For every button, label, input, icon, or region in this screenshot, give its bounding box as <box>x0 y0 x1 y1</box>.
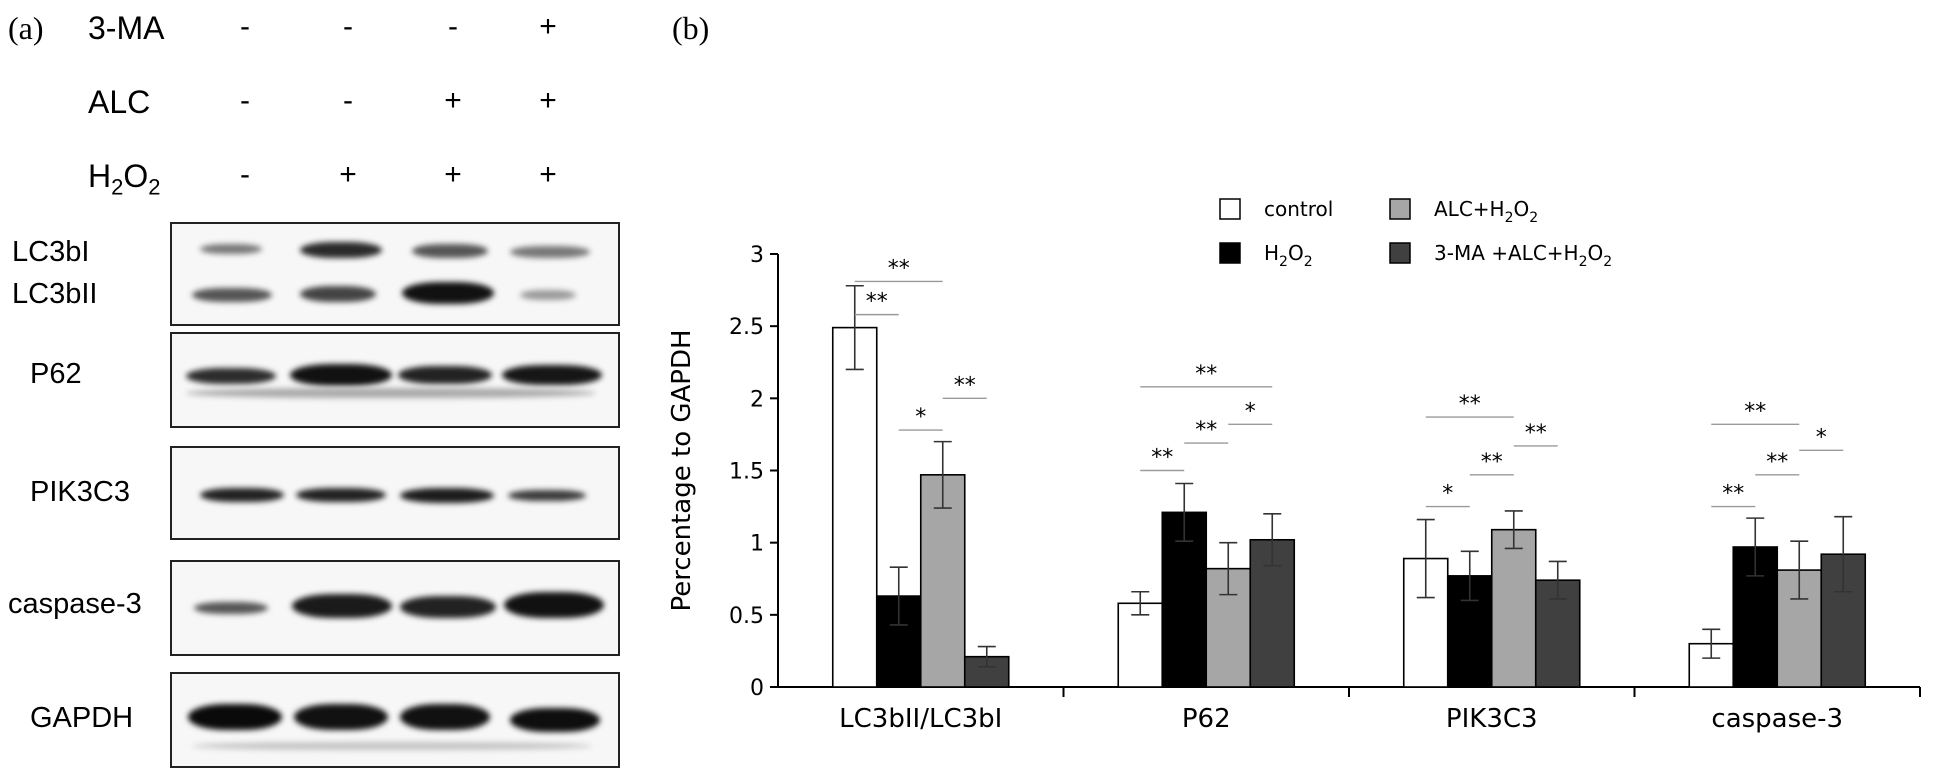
blot-pik3c3 <box>170 446 620 540</box>
sign: + <box>444 158 462 191</box>
panel-a-label: (a) <box>8 10 44 46</box>
x-tick-label: caspase-3 <box>1711 704 1843 734</box>
blot-label-pik3c3: PIK3C3 <box>30 476 130 508</box>
x-tick-label: P62 <box>1182 704 1231 734</box>
blot-p62 <box>170 332 620 428</box>
condition-3ma-label: 3-MA <box>88 10 165 46</box>
legend-label: H2O2 <box>1264 241 1313 270</box>
sign: - <box>343 10 353 43</box>
blot-lc3b <box>170 222 620 326</box>
legend-label: control <box>1264 197 1333 221</box>
significance-label: ** <box>1722 482 1744 507</box>
legend-swatch <box>1219 242 1241 264</box>
sign: + <box>539 10 557 43</box>
blot-label-gapdh: GAPDH <box>30 702 134 734</box>
blot-label-p62: P62 <box>30 358 82 390</box>
y-axis-label: Percentage to GAPDH <box>667 329 697 611</box>
bar <box>1117 602 1164 688</box>
y-tick-label: 2.5 <box>729 315 764 340</box>
condition-alc-label: ALC <box>88 84 151 120</box>
panel-b-label: (b) <box>672 10 710 46</box>
bar <box>919 474 966 688</box>
bar <box>831 326 878 688</box>
y-tick-label: 0 <box>750 676 764 701</box>
y-tick-label: 1 <box>750 532 764 557</box>
significance-label: ** <box>1744 399 1766 424</box>
sign: + <box>539 84 557 117</box>
significance-label: * <box>1816 425 1827 450</box>
significance-label: ** <box>1766 450 1788 475</box>
significance-label: ** <box>1481 450 1503 475</box>
significance-label: ** <box>1195 362 1217 387</box>
sign: - <box>343 84 353 117</box>
sign: + <box>444 84 462 117</box>
blot-label-lc3bii: LC3bII <box>12 278 98 310</box>
y-tick-label: 2 <box>750 387 764 412</box>
blot-label-lc3bi: LC3bI <box>12 236 90 268</box>
blot-gapdh <box>170 672 620 768</box>
significance-label: * <box>1245 399 1256 424</box>
significance-label: * <box>1442 482 1453 507</box>
sign: - <box>240 10 250 43</box>
legend-swatch <box>1389 198 1411 220</box>
blot-label-caspase3: caspase-3 <box>8 588 142 620</box>
y-tick-label: 3 <box>750 243 764 268</box>
legend-label: 3-MA +ALC+H2O2 <box>1434 241 1612 270</box>
y-tick-label: 1.5 <box>729 460 764 485</box>
legend-swatch <box>1219 198 1241 220</box>
significance-label: ** <box>888 256 910 281</box>
significance-label: ** <box>954 373 976 398</box>
sign: + <box>539 158 557 191</box>
condition-h2o2-label: H2O2 <box>88 158 161 200</box>
legend-swatch <box>1389 242 1411 264</box>
bar-chart: 0 0.5 1 1.5 2 2.5 3 Percentage to GAPDH LC3bII/L… <box>667 197 1921 734</box>
x-tick-label: PIK3C3 <box>1446 704 1538 734</box>
sign: - <box>448 10 458 43</box>
x-tick-label: LC3bII/LC3bI <box>839 704 1002 734</box>
significance-label: ** <box>1525 421 1547 446</box>
significance-label: ** <box>1459 392 1481 417</box>
significance-label: * <box>915 405 926 430</box>
bar <box>1490 528 1537 688</box>
significance-label: ** <box>1151 446 1173 471</box>
blot-caspase3 <box>170 560 620 656</box>
significance-label: ** <box>1195 418 1217 443</box>
bar <box>1820 553 1867 688</box>
legend-label: ALC+H2O2 <box>1434 197 1538 226</box>
significance-label: ** <box>866 290 888 315</box>
sign: - <box>240 158 250 191</box>
y-tick-label: 0.5 <box>729 604 764 629</box>
sign: - <box>240 84 250 117</box>
sign: + <box>339 158 357 191</box>
